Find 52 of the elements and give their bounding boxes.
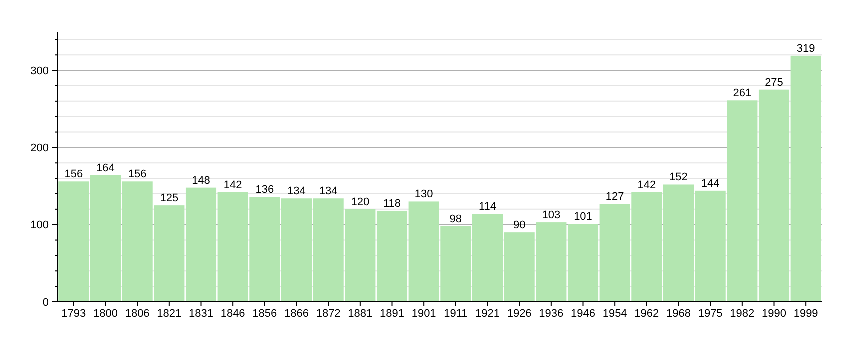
data-label: 90 — [513, 220, 526, 232]
data-label: 127 — [606, 191, 624, 204]
y-tick-label: 300 — [30, 65, 49, 78]
x-tick-label: 1821 — [157, 308, 182, 320]
data-label: 118 — [383, 198, 402, 210]
x-tick-label: 1982 — [730, 308, 755, 320]
x-tick-label: 1901 — [412, 308, 436, 320]
data-label: 142 — [224, 179, 242, 192]
y-tick-label: 100 — [30, 220, 49, 232]
x-tick-label: 1999 — [794, 308, 818, 320]
data-label: 164 — [96, 162, 115, 174]
data-label: 156 — [64, 168, 84, 181]
x-tick-label: 1856 — [252, 308, 278, 320]
x-tick-label: 1831 — [189, 308, 214, 320]
x-tick-label: 1800 — [94, 308, 118, 320]
x-tick-label: 1946 — [571, 308, 596, 320]
x-tick-label: 1793 — [62, 308, 86, 320]
x-tick-label: 1866 — [284, 308, 309, 320]
x-tick-label: 1962 — [634, 308, 660, 320]
data-label: 125 — [160, 192, 179, 205]
x-tick-label: 1936 — [539, 308, 564, 320]
x-tick-label: 1975 — [698, 308, 723, 320]
x-tick-label: 1846 — [220, 308, 246, 320]
x-tick-label: 1806 — [125, 308, 150, 320]
x-tick-label: 1911 — [444, 308, 468, 320]
data-label: 156 — [128, 168, 147, 181]
x-tick-label: 1954 — [602, 308, 628, 320]
y-tick-label: 200 — [30, 142, 49, 155]
x-tick-label: 1881 — [348, 308, 373, 320]
data-label: 130 — [414, 188, 434, 201]
data-label: 114 — [478, 201, 497, 214]
data-label: 101 — [574, 211, 592, 224]
data-label: 152 — [670, 172, 688, 184]
x-tick-label: 1926 — [507, 308, 532, 320]
data-label: 148 — [192, 174, 210, 187]
data-label: 319 — [796, 42, 816, 55]
data-label: 134 — [319, 186, 338, 198]
x-tick-label: 1968 — [666, 308, 691, 320]
data-label: 142 — [638, 179, 656, 192]
data-label: 136 — [256, 184, 274, 196]
x-tick-label: 1990 — [762, 308, 786, 320]
x-tick-label: 1872 — [316, 308, 341, 320]
data-label: 98 — [450, 213, 462, 226]
data-label: 103 — [542, 210, 561, 222]
x-tick-label: 1891 — [380, 308, 404, 320]
data-label: 144 — [701, 178, 720, 190]
y-tick-label: 0 — [42, 296, 49, 309]
data-label: 275 — [765, 76, 784, 89]
data-label: 261 — [733, 88, 752, 100]
x-tick-label: 1921 — [476, 308, 500, 320]
data-label: 134 — [288, 186, 306, 198]
data-label: 120 — [351, 196, 370, 208]
